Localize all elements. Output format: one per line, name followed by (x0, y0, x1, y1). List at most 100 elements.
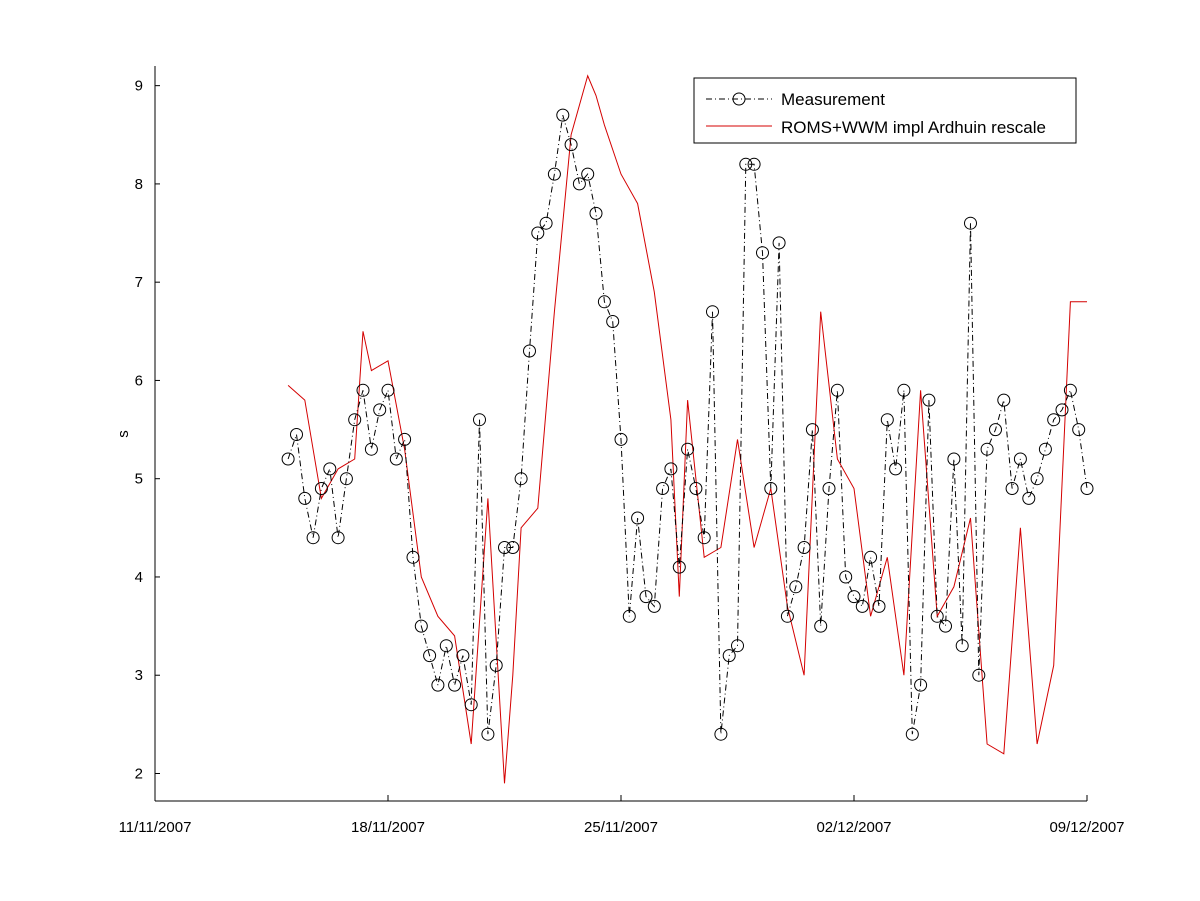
x-tick-label: 11/11/2007 (119, 819, 192, 836)
measurement-point (780, 609, 794, 623)
measurement-point (506, 541, 520, 554)
measurement-point (489, 658, 503, 672)
measurement-point (547, 167, 561, 181)
measurement-point (1022, 491, 1036, 505)
measurement-point (298, 491, 312, 505)
measurement-point (664, 462, 678, 476)
x-tick-label: 09/12/2007 (1049, 819, 1124, 836)
y-axis-label: s (115, 430, 132, 438)
y-tick-label: 3 (135, 667, 143, 684)
measurement-point (631, 511, 645, 525)
measurement-point (373, 403, 387, 417)
series-layer (281, 74, 1094, 784)
measurement-point (314, 482, 328, 495)
measurement-point (855, 599, 869, 613)
measurement-point (830, 383, 844, 397)
measurement-point (581, 167, 595, 181)
measurement-point (564, 138, 578, 152)
measurement-point (398, 432, 412, 446)
measurement-point (731, 639, 744, 653)
measurement-point (706, 305, 719, 319)
measurement-point (880, 413, 894, 427)
measurement-point (964, 216, 977, 230)
measurement-point (922, 393, 936, 407)
measurement-point (348, 413, 362, 427)
measurement-point (1038, 442, 1052, 456)
y-tick-label: 7 (135, 274, 143, 291)
measurement-point (572, 177, 586, 191)
measurement-point (356, 383, 370, 397)
legend-box (693, 77, 1077, 144)
measurement-point (980, 442, 994, 456)
measurement-point (431, 678, 445, 692)
measurement-point (290, 428, 303, 441)
x-tick-label: 25/11/2007 (584, 819, 658, 836)
legend-model-label: ROMS+WWM impl Ardhuin rescale (781, 118, 1046, 137)
measurement-point (814, 619, 828, 633)
measurement-point (622, 609, 636, 623)
measurement-point (1072, 423, 1086, 437)
measurement-point (381, 383, 395, 397)
measurement-point (689, 482, 703, 495)
measurement-point (672, 560, 686, 574)
measurement-point (756, 246, 769, 260)
measurement-point (281, 452, 295, 466)
series-line-measurement (287, 114, 1088, 735)
measurement-point (872, 599, 886, 613)
measurement-point (905, 727, 919, 741)
measurement-point (498, 541, 511, 554)
measurement-point (822, 482, 836, 495)
series-line-model (287, 74, 1087, 784)
measurement-point (1055, 403, 1069, 417)
measurement-point (889, 462, 903, 476)
measurement-point (647, 599, 661, 613)
measurement-point (531, 226, 545, 240)
measurement-point (614, 432, 628, 446)
measurement-point (947, 452, 961, 466)
x-tick-label: 18/11/2007 (351, 819, 425, 836)
measurement-point (747, 157, 761, 171)
measurement-point (955, 639, 969, 653)
measurement-point (514, 472, 528, 486)
measurement-point (364, 442, 378, 456)
legend: Measurement ROMS+WWM impl Ardhuin rescal… (693, 77, 1077, 144)
measurement-point (639, 590, 653, 604)
y-tick-label: 2 (135, 765, 143, 782)
measurement-point (423, 649, 437, 663)
measurement-point (481, 727, 495, 741)
measurement-point (1063, 383, 1077, 397)
measurement-point (1013, 452, 1027, 466)
legend-measurement-marker (732, 92, 746, 106)
measurement-point (523, 344, 536, 358)
measurement-point (681, 442, 695, 456)
measurement-point (697, 531, 711, 545)
measurement-point (714, 727, 728, 741)
measurement-point (606, 315, 620, 328)
measurement-point (864, 550, 878, 564)
measurement-point (406, 550, 420, 564)
y-tick-label: 5 (135, 471, 143, 488)
measurement-point (847, 590, 861, 604)
y-tick-label: 8 (135, 176, 143, 193)
measurement-point (589, 206, 603, 220)
measurement-point (897, 383, 911, 397)
measurement-point (930, 609, 944, 623)
x-tick-label: 02/12/2007 (816, 819, 891, 836)
measurement-point (656, 482, 670, 495)
measurement-point (414, 619, 428, 633)
measurement-point (1080, 482, 1094, 495)
measurement-point (805, 423, 819, 437)
y-tick-label: 6 (135, 372, 143, 389)
y-tick-label: 9 (135, 78, 143, 95)
measurement-point (306, 531, 320, 545)
measurement-point (556, 108, 570, 122)
legend-measurement-label: Measurement (781, 90, 885, 109)
measurement-point (448, 678, 462, 692)
measurement-point (323, 462, 337, 476)
measurement-point (456, 649, 470, 663)
measurement-point (739, 157, 753, 171)
measurement-point (389, 452, 403, 466)
measurement-point (722, 649, 736, 663)
measurement-point (1047, 413, 1061, 427)
measurement-point (439, 639, 453, 653)
